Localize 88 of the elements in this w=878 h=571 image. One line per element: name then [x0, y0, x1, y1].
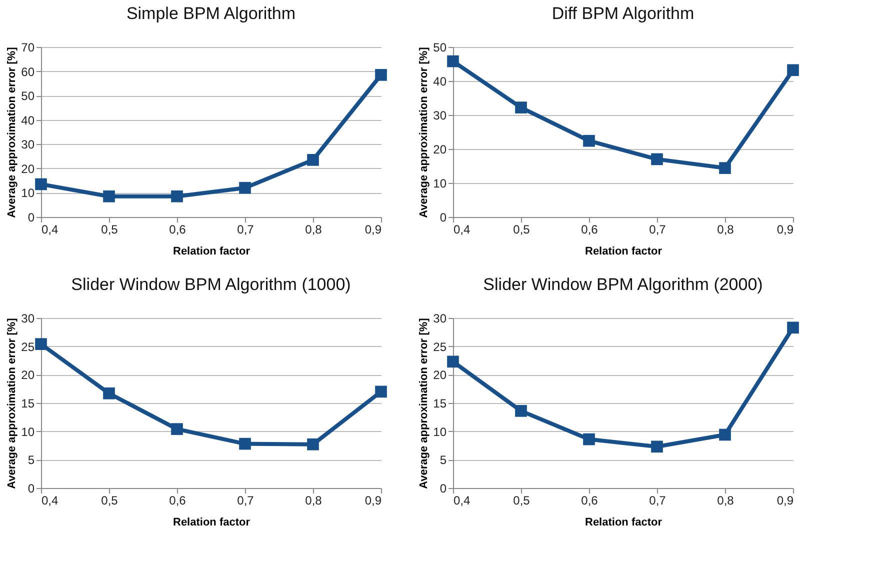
x-tick-label: 0,5 [101, 222, 118, 236]
point [375, 69, 387, 81]
point [583, 134, 595, 147]
y-tick-label: 15 [21, 396, 35, 410]
y-tick-label: 30 [21, 312, 35, 326]
y-tick-label: 10 [433, 176, 447, 190]
x-tick-label: 0,8 [717, 222, 734, 236]
chart-title: Slider Window BPM Algorithm (2000) [483, 275, 763, 294]
point [719, 162, 731, 174]
x-axis-title: Relation factor [172, 516, 251, 528]
x-tick-label: 0,6 [169, 222, 186, 236]
x-tick-label: 0,4 [42, 494, 59, 508]
x-tick-label: 0,6 [581, 222, 598, 236]
y-axis-title: Average approximation error [%] [6, 318, 18, 489]
x-tick-label: 0,9 [776, 222, 794, 236]
x-tick-label: 0,6 [581, 494, 598, 508]
point [515, 102, 527, 114]
x-tick-label: 0,7 [237, 222, 254, 236]
x-tick-label: 0,9 [364, 494, 382, 508]
chart-title: Slider Window BPM Algorithm (1000) [71, 275, 351, 294]
y-tick-label: 0 [440, 210, 447, 224]
point [375, 386, 387, 398]
y-tick-label: 25 [433, 340, 447, 354]
y-tick-label: 70 [21, 40, 35, 54]
point [103, 387, 115, 400]
point [35, 338, 47, 350]
chart-title: Simple BPM Algorithm [126, 4, 296, 23]
point [651, 440, 663, 453]
x-tick-label: 0,6 [169, 494, 186, 508]
point [583, 433, 595, 446]
point [515, 405, 527, 417]
point [651, 153, 663, 166]
y-tick-label: 5 [440, 453, 447, 468]
x-tick-label: 0,4 [42, 222, 59, 236]
x-tick-label: 0,9 [364, 222, 382, 236]
y-tick-label: 20 [433, 142, 447, 156]
x-tick-label: 0,5 [513, 494, 530, 508]
x-tick-label: 0,5 [513, 222, 530, 236]
y-tick-label: 5 [28, 453, 35, 468]
x-tick-label: 0,4 [454, 222, 471, 236]
x-tick-label: 0,8 [717, 494, 734, 508]
y-tick-label: 50 [433, 40, 447, 54]
y-tick-label: 10 [21, 424, 35, 439]
y-tick-label: 30 [433, 312, 447, 326]
point [447, 356, 459, 368]
point [307, 154, 319, 166]
y-axis-title: Average approximation error [%] [418, 318, 430, 489]
x-tick-label: 0,7 [649, 494, 666, 508]
y-tick-label: 30 [21, 138, 35, 152]
x-tick-label: 0,7 [649, 222, 666, 236]
y-tick-label: 20 [21, 368, 35, 382]
point [171, 190, 183, 202]
point [239, 182, 251, 194]
x-tick-label: 0,7 [237, 494, 254, 508]
chart-title: Diff BPM Algorithm [552, 4, 694, 23]
point [787, 322, 799, 334]
y-tick-label: 10 [21, 186, 35, 200]
y-tick-label: 40 [21, 113, 35, 128]
point [719, 428, 731, 441]
y-tick-label: 50 [21, 89, 35, 104]
x-axis-title: Relation factor [172, 246, 251, 258]
x-tick-label: 0,8 [305, 222, 322, 236]
x-tick-label: 0,4 [454, 494, 471, 508]
x-tick-label: 0,5 [101, 494, 118, 508]
point [171, 423, 183, 435]
y-tick-label: 30 [433, 108, 447, 122]
point [35, 178, 47, 190]
y-axis-title: Average approximation error [%] [6, 46, 18, 218]
y-tick-label: 0 [440, 482, 447, 496]
y-tick-label: 60 [21, 64, 35, 79]
y-tick-label: 25 [21, 340, 35, 354]
point [239, 438, 251, 450]
point [787, 64, 799, 76]
y-tick-label: 10 [433, 424, 447, 439]
y-tick-label: 20 [21, 162, 35, 176]
x-axis-title: Relation factor [584, 516, 663, 528]
point [307, 438, 319, 450]
x-tick-label: 0,8 [305, 494, 322, 508]
point [103, 190, 115, 202]
y-tick-label: 0 [28, 482, 35, 496]
y-tick-label: 40 [433, 74, 447, 88]
y-axis-title: Average approximation error [%] [418, 46, 430, 218]
y-tick-label: 20 [433, 368, 447, 382]
y-tick-label: 15 [433, 396, 447, 410]
y-tick-label: 0 [28, 210, 35, 224]
point [447, 55, 459, 68]
x-axis-title: Relation factor [584, 246, 663, 258]
x-tick-label: 0,9 [776, 494, 794, 508]
